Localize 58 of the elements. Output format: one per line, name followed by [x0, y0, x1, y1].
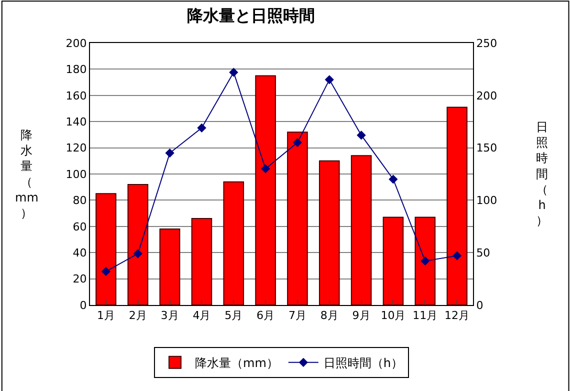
x-tick-label: 1月 — [96, 309, 115, 322]
point — [452, 251, 462, 260]
y-tick-label: 0 — [80, 298, 87, 312]
y-tick-label: 20 — [72, 272, 87, 286]
y-tick-label: 120 — [66, 142, 87, 155]
legend-label: 降水量（mm） — [195, 356, 278, 370]
y2-tick-label: 0 — [476, 298, 484, 312]
bar — [159, 228, 180, 305]
x-tick-label: 2月 — [128, 309, 147, 322]
x-tick-label: 5月 — [224, 309, 243, 322]
chart-title: 降水量と日照時間 — [186, 6, 315, 25]
point — [356, 130, 366, 140]
bar — [446, 106, 468, 305]
point — [324, 75, 334, 84]
bar — [414, 216, 436, 305]
x-tick-label: 10月 — [380, 309, 406, 322]
x-tick-label: 8月 — [320, 309, 338, 322]
bar — [318, 160, 340, 305]
x-tick-label: 7月 — [288, 309, 306, 322]
bar — [255, 75, 276, 305]
y-tick-label: 40 — [72, 246, 87, 260]
point — [388, 174, 398, 184]
point — [260, 164, 270, 174]
bar — [127, 184, 148, 305]
x-tick-label: 3月 — [160, 309, 179, 322]
bar — [350, 155, 372, 305]
y-tick-label: 200 — [66, 36, 87, 50]
x-tick-label: 4月 — [192, 309, 211, 322]
bar — [223, 181, 244, 305]
legend-label: 日照時間（h） — [323, 356, 403, 370]
bar — [382, 216, 404, 305]
point — [101, 266, 111, 276]
y2-axis-title: 日照時間（h） — [536, 120, 548, 228]
bar — [96, 193, 116, 305]
y-tick-label: 180 — [66, 63, 87, 76]
point — [229, 68, 238, 77]
x-tick-label: 11月 — [412, 309, 438, 322]
y-tick-label: 100 — [66, 168, 87, 181]
point — [133, 249, 142, 258]
point — [292, 138, 302, 148]
point — [165, 148, 174, 158]
x-tick-label: 12月 — [444, 309, 470, 322]
x-tick-label: 6月 — [256, 309, 275, 322]
bar — [287, 132, 308, 305]
y2-tick-label: 250 — [476, 36, 498, 50]
y-tick-label: 140 — [66, 115, 87, 128]
y-tick-label: 160 — [66, 89, 87, 102]
x-tick-label: 9月 — [352, 309, 370, 322]
y-axis-title: 降水量（mm） — [15, 128, 38, 220]
y-tick-label: 80 — [72, 194, 87, 208]
point — [420, 256, 430, 266]
y-tick-label: 60 — [72, 220, 87, 234]
point — [197, 123, 206, 132]
y2-tick-label: 150 — [476, 142, 498, 155]
y2-tick-label: 100 — [476, 194, 498, 208]
y2-tick-label: 50 — [476, 246, 490, 260]
bar — [191, 218, 212, 305]
y2-tick-label: 200 — [476, 89, 498, 102]
